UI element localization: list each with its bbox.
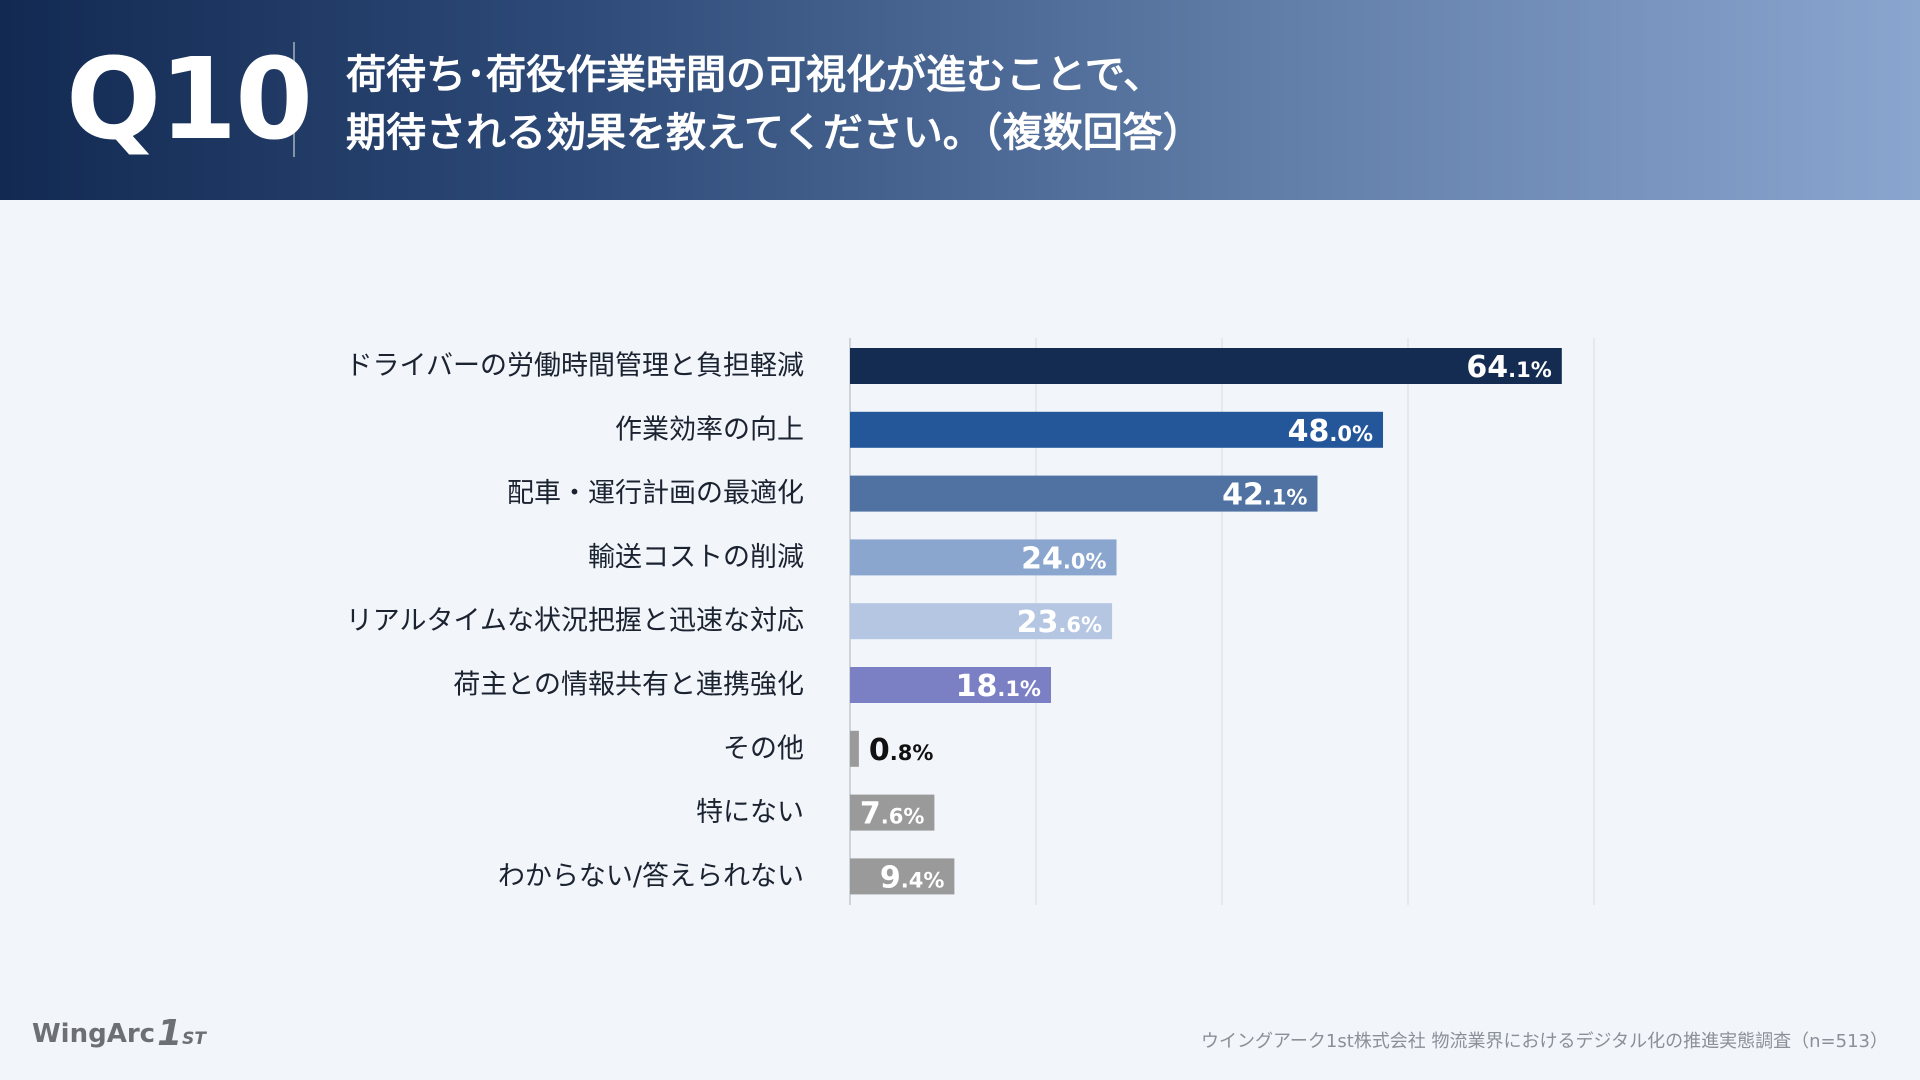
bar <box>850 411 1384 448</box>
value-label-layer: 64.1% 48.0% 42.1% 24.0% 23.6% 18.1% 0.8% 7.6% 9.… <box>860 350 1552 895</box>
category-label: 作業効率の向上 <box>615 414 804 445</box>
bar <box>850 794 935 831</box>
category-label-layer: ドライバーの労働時間管理と負担軽減作業効率の向上配車・運行計画の最適化輸送コスト… <box>346 351 804 892</box>
bar-layer <box>850 348 1562 895</box>
category-label: 輸送コストの削減 <box>588 542 804 573</box>
bar <box>850 667 1051 703</box>
logo-sub: ST <box>182 1029 206 1049</box>
question-title-line2: 期待される効果を教えてください。（複数回答） <box>346 110 1203 156</box>
value-label: 23.6% <box>1017 605 1102 640</box>
value-label: 42.1% <box>1222 478 1307 513</box>
bar <box>850 539 1117 576</box>
logo-text: WingArc <box>32 1019 156 1049</box>
value-label: 0.8% <box>869 733 934 768</box>
category-label: その他 <box>723 733 804 764</box>
bar <box>850 348 1562 384</box>
value-label: 64.1% <box>1466 350 1551 385</box>
value-label: 48.0% <box>1288 414 1373 449</box>
bar <box>850 603 1113 640</box>
value-label: 9.4% <box>880 860 945 895</box>
category-label: 荷主との情報共有と連携強化 <box>453 670 804 701</box>
logo-badge: 1 <box>157 1013 183 1054</box>
bar-chart: ドライバーの労働時間管理と負担軽減作業効率の向上配車・運行計画の最適化輸送コスト… <box>346 338 1595 905</box>
header-divider <box>293 42 295 157</box>
value-label: 18.1% <box>956 669 1041 704</box>
header-banner: Q10 荷待ち･荷役作業時間の可視化が進むことで、 期待される効果を教えてくださ… <box>0 0 1920 200</box>
value-label: 24.0% <box>1021 541 1106 576</box>
question-title: 荷待ち･荷役作業時間の可視化が進むことで、 期待される効果を教えてください。（複… <box>346 46 1846 162</box>
wingarc-logo: WingArc 1 ST <box>32 1013 206 1054</box>
bar <box>850 858 955 895</box>
category-label: 特にない <box>696 797 804 828</box>
question-number: Q10 <box>66 35 313 165</box>
bar <box>850 730 859 767</box>
category-label: リアルタイムな状況把握と迅速な対応 <box>346 606 804 637</box>
category-label: 配車・運行計画の最適化 <box>507 478 804 509</box>
source-note: ウイングアーク1st株式会社 物流業界におけるデジタル化の推進実態調査（n=51… <box>1200 1031 1888 1052</box>
value-label: 7.6% <box>860 797 925 832</box>
category-label: ドライバーの労働時間管理と負担軽減 <box>346 351 804 382</box>
category-label: わからない/答えられない <box>498 861 804 892</box>
question-title-line1: 荷待ち･荷役作業時間の可視化が進むことで、 <box>346 52 1164 98</box>
bar <box>850 475 1318 512</box>
